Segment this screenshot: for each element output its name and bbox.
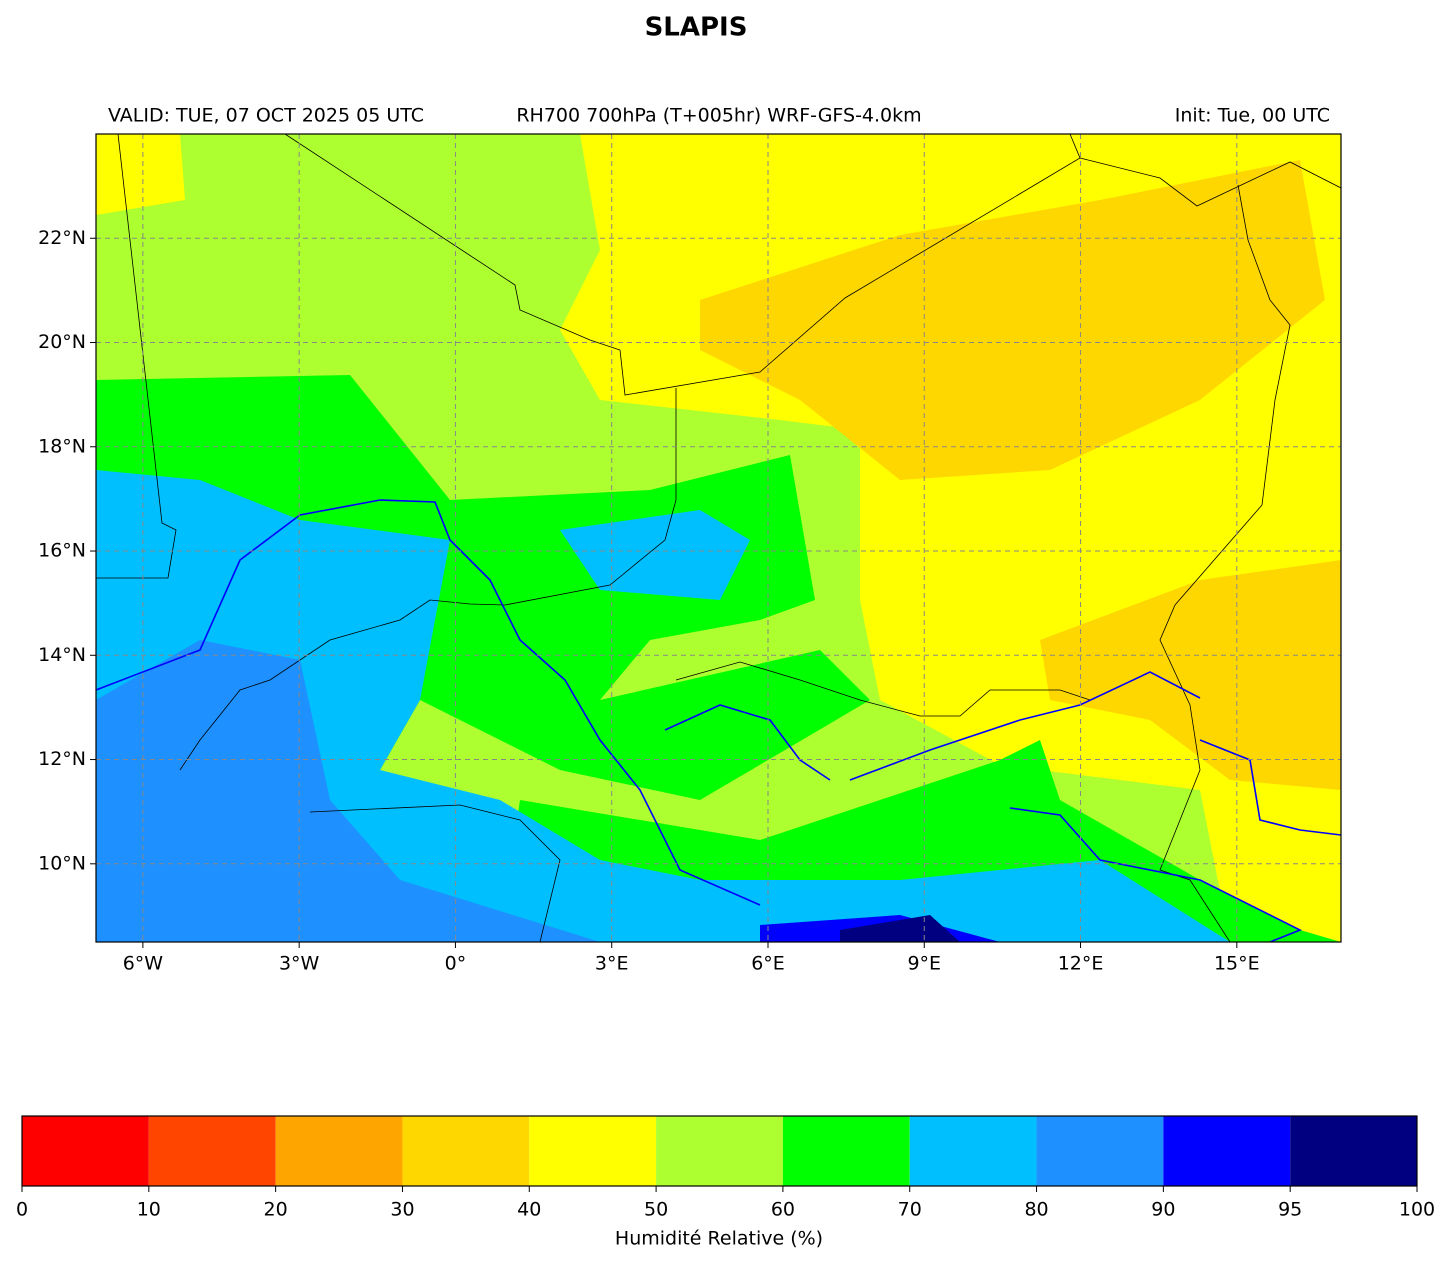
field-patch (96, 134, 185, 215)
border (179, 388, 677, 771)
colorbar-segment (909, 1116, 1037, 1186)
river (1199, 739, 1341, 836)
colorbar-tick-label: 40 (517, 1199, 541, 1221)
subtitle-center: RH700 700hPa (T+005hr) WRF-GFS-4.0km (516, 105, 921, 127)
title: SLAPIS (645, 13, 748, 43)
y-tick-label: 18°N (38, 435, 86, 457)
colorbar-tick-label: 95 (1278, 1199, 1302, 1221)
colorbar-tick-label: 90 (1151, 1199, 1175, 1221)
colorbar-tick-label: 20 (264, 1199, 288, 1221)
map-frame (95, 133, 1342, 943)
y-tick-label: 14°N (38, 644, 86, 666)
x-tick-label: 15°E (1214, 953, 1260, 975)
border (1159, 184, 1291, 942)
river (96, 499, 761, 906)
y-tick-label: 12°N (38, 748, 86, 770)
y-tick-label: 10°N (38, 852, 86, 874)
colorbar-segment (1036, 1116, 1164, 1186)
colorbar-frame (21, 1115, 1418, 1187)
field-patch (840, 915, 960, 942)
x-tick-label: 0° (445, 953, 467, 975)
colorbar-tick-label: 80 (1024, 1199, 1048, 1221)
colorbar-segment (782, 1116, 910, 1186)
colorbar-label: Humidité Relative (%) (615, 1228, 823, 1250)
colorbar-tick-label: 70 (898, 1199, 922, 1221)
river (849, 671, 1201, 781)
field-patch (560, 510, 750, 600)
border (309, 804, 561, 942)
x-tick-label: 6°E (751, 953, 785, 975)
colorbar-segment (1163, 1116, 1291, 1186)
river (664, 704, 831, 781)
colorbar-tick-label: 0 (16, 1199, 28, 1221)
colorbar-tick-label: 50 (644, 1199, 668, 1221)
colorbar-segment (1290, 1116, 1417, 1186)
colorbar-segment (656, 1116, 783, 1186)
border (675, 661, 1091, 717)
colorbar-segment (22, 1116, 149, 1186)
colorbar-tick-label: 10 (137, 1199, 161, 1221)
colorbar-tick-label: 60 (771, 1199, 795, 1221)
river (1009, 807, 1302, 942)
x-tick-label: 6°W (123, 953, 164, 975)
border (96, 134, 177, 579)
field-patch (96, 640, 600, 942)
colorbar-tick-label: 100 (1399, 1199, 1435, 1221)
x-tick-label: 12°E (1058, 953, 1104, 975)
x-tick-label: 3°E (595, 953, 629, 975)
field-patch (1040, 560, 1341, 790)
subtitle-left: VALID: TUE, 07 OCT 2025 05 UTC (108, 105, 424, 127)
colorbar-tick-label: 30 (390, 1199, 414, 1221)
y-tick-label: 16°N (38, 540, 86, 562)
map-field (96, 134, 1341, 942)
border (284, 134, 1081, 396)
border (1079, 157, 1341, 207)
subtitle-right: Init: Tue, 00 UTC (1175, 105, 1330, 127)
colorbar-segment (529, 1116, 657, 1186)
y-tick-label: 20°N (38, 331, 86, 353)
y-tick-label: 22°N (38, 227, 86, 249)
x-tick-label: 9°E (907, 953, 941, 975)
colorbar-segment (402, 1116, 530, 1186)
field-patch (700, 160, 1325, 480)
x-tick-label: 3°W (279, 953, 320, 975)
colorbar-segment (148, 1116, 276, 1186)
field-patch (96, 470, 1230, 942)
colorbar-segment (275, 1116, 403, 1186)
